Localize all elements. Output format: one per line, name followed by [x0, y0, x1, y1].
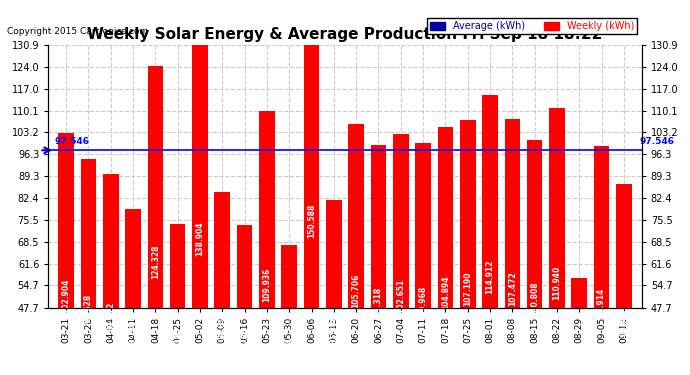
- Text: 74.144: 74.144: [173, 326, 182, 356]
- Bar: [126, 210, 141, 375]
- Text: 84.396: 84.396: [218, 310, 227, 339]
- Text: 102.651: 102.651: [396, 279, 405, 313]
- Bar: [415, 142, 431, 375]
- Bar: [193, 20, 208, 375]
- Text: 110.940: 110.940: [553, 266, 562, 300]
- Bar: [348, 124, 364, 375]
- Text: 109.936: 109.936: [262, 267, 271, 302]
- Text: 81.876: 81.876: [329, 314, 338, 344]
- Text: 78.780: 78.780: [128, 319, 137, 348]
- Bar: [259, 111, 275, 375]
- Text: 94.628: 94.628: [84, 294, 93, 323]
- Text: 97.546: 97.546: [55, 136, 90, 146]
- Bar: [282, 245, 297, 375]
- Text: 105.706: 105.706: [352, 274, 361, 308]
- Bar: [326, 200, 342, 375]
- Text: 99.968: 99.968: [419, 286, 428, 315]
- Bar: [526, 140, 542, 375]
- Text: 138.904: 138.904: [195, 222, 204, 256]
- Text: Copyright 2015 Cartronics.com: Copyright 2015 Cartronics.com: [7, 27, 148, 36]
- Bar: [170, 224, 186, 375]
- Text: 56.976: 56.976: [575, 354, 584, 375]
- Text: 97.546: 97.546: [640, 136, 674, 146]
- Bar: [437, 127, 453, 375]
- Text: 107.472: 107.472: [508, 271, 517, 306]
- Bar: [460, 120, 475, 375]
- Bar: [371, 145, 386, 375]
- Bar: [215, 192, 230, 375]
- Bar: [304, 0, 319, 375]
- Text: 99.318: 99.318: [374, 287, 383, 316]
- Bar: [148, 66, 164, 375]
- Text: 67.544: 67.544: [285, 337, 294, 366]
- Bar: [81, 159, 97, 375]
- Bar: [593, 146, 609, 375]
- Bar: [393, 134, 408, 375]
- Text: 150.588: 150.588: [307, 203, 316, 238]
- Text: 98.914: 98.914: [597, 287, 606, 316]
- Bar: [571, 278, 587, 375]
- Title: Weekly Solar Energy & Average Production Fri Sep 18 18:22: Weekly Solar Energy & Average Production…: [88, 27, 602, 42]
- Text: 86.762: 86.762: [620, 306, 629, 336]
- Text: 102.904: 102.904: [61, 279, 70, 313]
- Legend: Average (kWh), Weekly (kWh): Average (kWh), Weekly (kWh): [427, 18, 637, 34]
- Bar: [237, 225, 253, 375]
- Bar: [504, 119, 520, 375]
- Bar: [482, 96, 497, 375]
- Text: 73.784: 73.784: [240, 327, 249, 356]
- Text: 107.190: 107.190: [463, 272, 472, 306]
- Text: 100.808: 100.808: [530, 282, 539, 316]
- Bar: [59, 134, 74, 375]
- Text: 104.894: 104.894: [441, 275, 450, 310]
- Bar: [103, 174, 119, 375]
- Bar: [549, 108, 564, 375]
- Bar: [616, 184, 631, 375]
- Text: 114.912: 114.912: [486, 260, 495, 294]
- Text: 89.912: 89.912: [106, 302, 115, 331]
- Text: 124.328: 124.328: [151, 244, 160, 279]
